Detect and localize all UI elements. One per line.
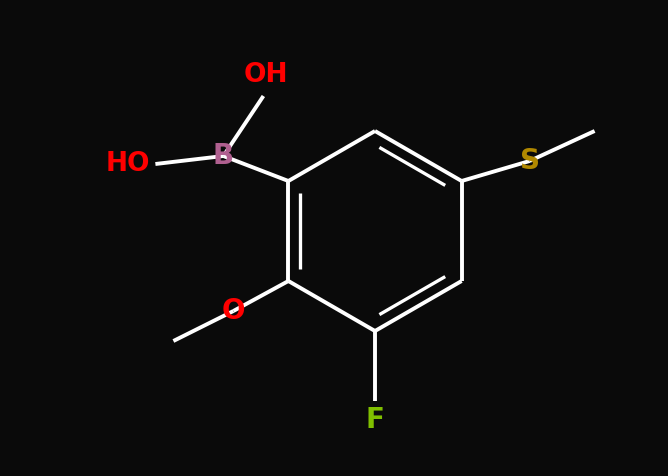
Text: OH: OH [243,62,288,88]
Text: O: O [222,297,245,325]
Text: S: S [520,147,540,175]
Text: HO: HO [106,151,150,177]
Text: F: F [365,406,385,434]
Text: B: B [213,142,234,170]
